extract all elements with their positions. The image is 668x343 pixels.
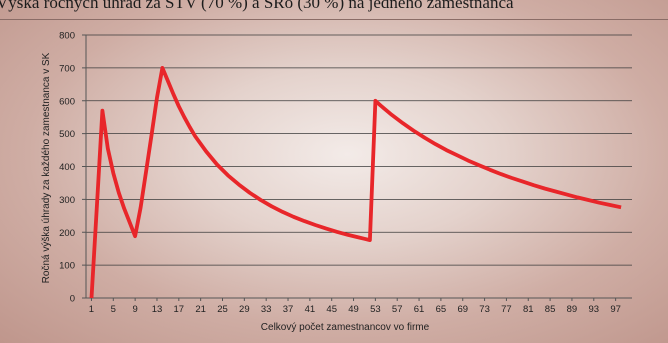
x-tick-label: 17 xyxy=(174,304,185,315)
gridlines xyxy=(86,34,632,266)
x-tick-label: 37 xyxy=(283,304,294,315)
y-tick-labels: 0 100 200 300 400 500 600 700 800 xyxy=(59,31,86,305)
x-tick-label: 81 xyxy=(523,304,534,315)
y-tick-label: 500 xyxy=(59,129,75,140)
y-tick-label: 0 xyxy=(70,294,75,305)
x-tick-label: 45 xyxy=(326,304,337,315)
y-tick-label: 100 xyxy=(59,261,75,272)
x-tick-label: 93 xyxy=(588,304,599,315)
x-tick-label: 5 xyxy=(111,304,116,315)
x-tick-label: 77 xyxy=(501,304,512,315)
y-axis-title: Ročná výška úhrady za každého zamestnanc… xyxy=(41,52,52,283)
x-tick-label: 25 xyxy=(217,304,228,315)
x-tick-label: 53 xyxy=(370,304,381,315)
x-tick-label: 33 xyxy=(261,304,272,315)
x-tick-label: 97 xyxy=(610,304,621,315)
x-tick-label: 73 xyxy=(479,304,490,315)
y-tick-label: 200 xyxy=(59,228,75,239)
title-rule xyxy=(0,19,668,20)
y-tick-label: 800 xyxy=(59,31,75,42)
x-tick-label: 29 xyxy=(239,304,250,315)
x-tick-labels: 1 5 9 13 17 21 25 29 33 37 41 45 49 53 57 61 65 69 73 77 81 8… xyxy=(89,298,621,315)
x-tick-label: 65 xyxy=(436,304,447,315)
series-layer xyxy=(89,66,622,299)
x-tick-label: 21 xyxy=(195,304,206,315)
x-tick-label: 41 xyxy=(305,304,316,315)
y-tick-label: 600 xyxy=(59,96,75,107)
y-tick-label: 700 xyxy=(59,63,75,74)
x-tick-label: 13 xyxy=(152,304,163,315)
x-tick-label: 9 xyxy=(132,304,137,315)
x-tick-label: 1 xyxy=(89,304,94,315)
y-tick-label: 300 xyxy=(59,195,75,206)
x-axis-title: Celkový počet zamestnancov vo firme xyxy=(261,322,430,333)
series-line-0 xyxy=(89,66,622,299)
x-tick-label: 85 xyxy=(545,304,556,315)
y-tick-label: 400 xyxy=(59,162,75,173)
x-tick-label: 69 xyxy=(457,304,468,315)
x-tick-label: 49 xyxy=(348,304,359,315)
page-title: Výška ročných úhrad za STV (70 %) a SRo … xyxy=(0,0,514,12)
x-tick-label: 57 xyxy=(392,304,403,315)
x-tick-label: 61 xyxy=(414,304,425,315)
x-tick-label: 89 xyxy=(567,304,578,315)
